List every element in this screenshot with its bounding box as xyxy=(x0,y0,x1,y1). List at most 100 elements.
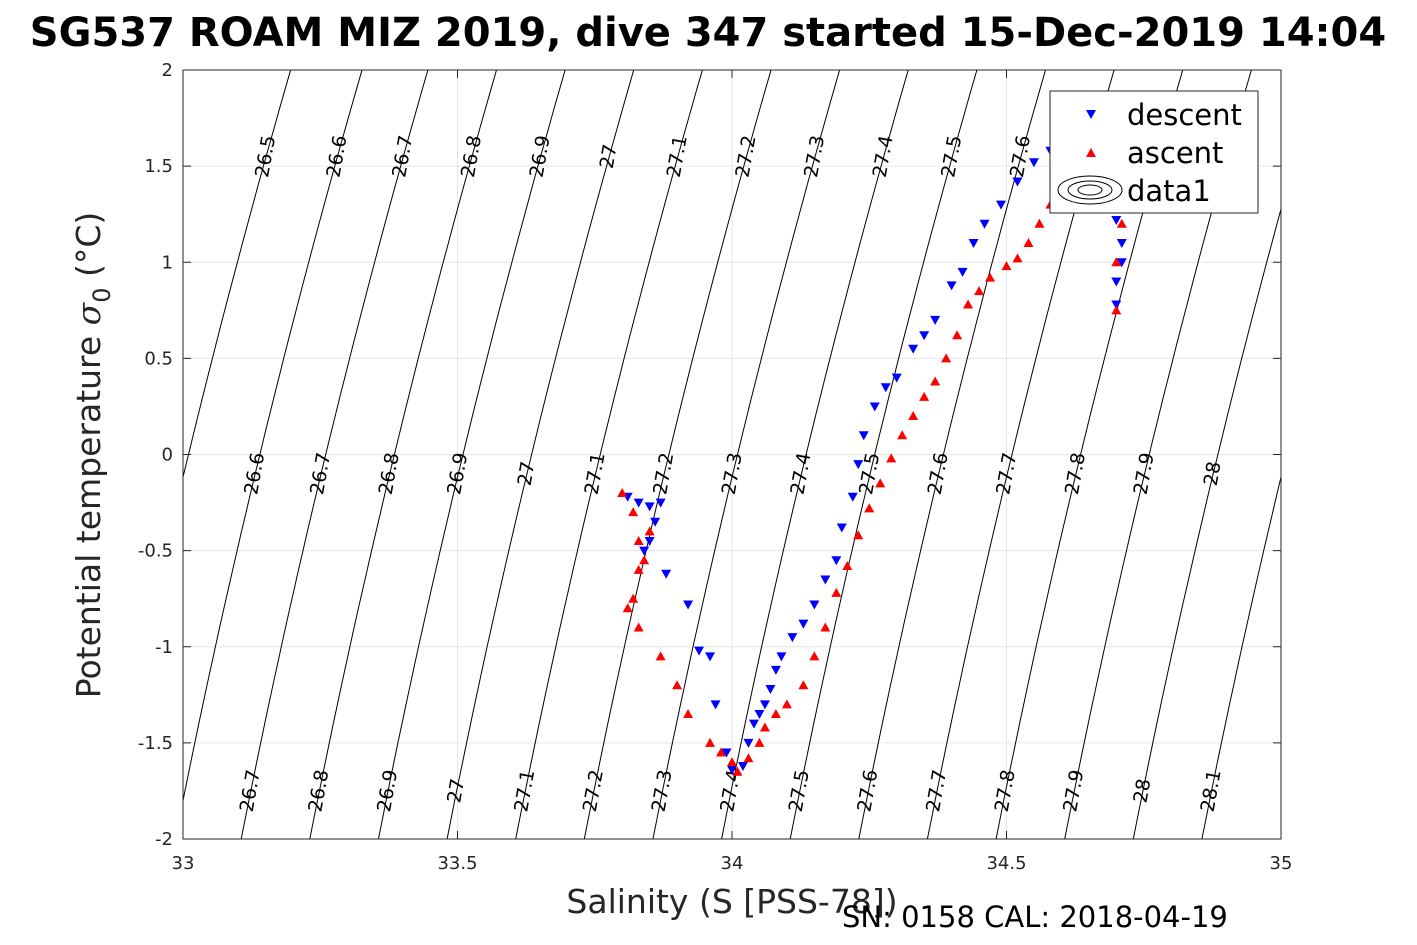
legend: descent ascent data1 xyxy=(1049,90,1259,214)
descent-point xyxy=(957,267,968,277)
legend-descent-label: descent xyxy=(1127,98,1242,132)
ascent-point xyxy=(1023,238,1034,248)
ascent-point xyxy=(853,530,864,540)
legend-ascent-marker xyxy=(1086,148,1096,157)
descent-point xyxy=(644,537,655,547)
descent-point xyxy=(908,344,919,354)
ascent-point xyxy=(809,651,820,661)
ascent-point xyxy=(759,722,770,732)
isopycnal-line xyxy=(377,70,566,839)
ascent-point xyxy=(985,272,996,282)
ascent-point xyxy=(842,561,853,571)
ascent-point xyxy=(919,391,930,401)
y-tick-label: 0 xyxy=(162,445,173,466)
descent-point xyxy=(919,331,930,341)
ascent-point xyxy=(732,766,743,776)
x-tick-label: 34.5 xyxy=(986,853,1026,874)
axis-ticks: 33 33.5 34 34.5 35 2 1.5 1 0.5 0 -0.5 -1 -1.5 -2 xyxy=(138,60,1293,874)
descent-point xyxy=(1111,277,1122,287)
descent-point xyxy=(661,569,672,579)
descent-point xyxy=(639,546,650,556)
isopycnal-line xyxy=(789,70,978,839)
isopycnal-line xyxy=(652,70,841,839)
y-tick-label: -2 xyxy=(155,829,173,850)
ascent-point xyxy=(754,737,765,747)
ascent-point xyxy=(628,507,639,517)
descent-point xyxy=(809,600,820,610)
descent-point xyxy=(759,700,770,710)
descent-point xyxy=(968,239,979,249)
isopycnal-line xyxy=(309,70,497,839)
y-tick-label: 1.5 xyxy=(144,156,173,177)
ascent-point xyxy=(644,526,655,536)
y-tick-label: 0.5 xyxy=(144,348,173,369)
descent-point xyxy=(820,575,831,585)
isopycnal-line xyxy=(1132,207,1281,839)
ascent-point xyxy=(886,453,897,463)
y-tick-label: 2 xyxy=(162,60,173,81)
legend-data1-contour-icon xyxy=(1057,175,1123,205)
descent-point xyxy=(633,498,644,508)
legend-data1-label: data1 xyxy=(1127,174,1211,208)
y-tick-label: -1 xyxy=(155,637,173,658)
ascent-point xyxy=(952,330,963,340)
ascent-point xyxy=(875,478,886,488)
descent-point xyxy=(847,492,858,502)
descent-point xyxy=(880,383,891,393)
descent-point xyxy=(1028,158,1039,168)
y-axis-label: Potential temperature σ0 (°C) xyxy=(69,212,116,699)
legend-ascent-label: ascent xyxy=(1127,136,1223,170)
ascent-point xyxy=(963,299,974,309)
ascent-point xyxy=(672,680,683,690)
isopycnal-line xyxy=(721,70,909,839)
ascent-point xyxy=(1012,253,1023,263)
ascent-point xyxy=(864,503,875,513)
isopycnal-label: 27 xyxy=(514,460,540,488)
ascent-point xyxy=(683,709,694,719)
descent-point xyxy=(858,431,869,441)
x-tick-label: 33 xyxy=(172,853,195,874)
isopycnal-label: 27 xyxy=(443,777,469,805)
ascent-point xyxy=(897,430,908,440)
isopycnal-line xyxy=(583,70,772,839)
ascent-point xyxy=(655,651,666,661)
descent-point xyxy=(930,315,941,325)
descent-point xyxy=(996,200,1007,210)
ascent-point xyxy=(743,753,754,763)
ascent-point xyxy=(1111,257,1122,267)
ascent-point xyxy=(639,555,650,565)
ascent-point xyxy=(941,353,952,363)
isopycnal-line xyxy=(446,70,635,839)
descent-point xyxy=(1111,215,1122,225)
y-tick-label: -1.5 xyxy=(138,733,173,754)
ascent-point xyxy=(974,286,985,296)
descent-point xyxy=(765,685,776,695)
y-tick-label: 1 xyxy=(162,252,173,273)
y-axis-label-unit: (°C) xyxy=(69,212,108,288)
ascent-point xyxy=(1116,218,1127,228)
descent-point xyxy=(891,373,902,383)
descent-point xyxy=(737,761,748,771)
ascent-point xyxy=(617,487,628,497)
legend-descent-marker xyxy=(1086,110,1096,119)
descent-point xyxy=(650,517,661,527)
descent-point xyxy=(831,556,842,566)
isopycnal-line xyxy=(183,70,363,804)
ascent-point xyxy=(716,747,727,757)
descent-point xyxy=(721,748,732,758)
y-axis-label-subscript: 0 xyxy=(88,287,116,302)
descent-point xyxy=(743,738,754,748)
y-axis-label-sigma: σ xyxy=(69,301,108,325)
isopycnal-label: 28 xyxy=(1200,460,1226,488)
descent-point xyxy=(694,646,705,656)
ascent-point xyxy=(798,680,809,690)
descent-point xyxy=(853,460,864,470)
x-tick-label: 35 xyxy=(1270,853,1293,874)
descent-point xyxy=(1116,239,1127,249)
descent-point xyxy=(748,719,759,729)
ascent-point xyxy=(781,699,792,709)
isopycnal-line xyxy=(240,70,429,839)
isopycnal-label: 27 xyxy=(596,143,622,171)
descent-point xyxy=(770,665,781,675)
